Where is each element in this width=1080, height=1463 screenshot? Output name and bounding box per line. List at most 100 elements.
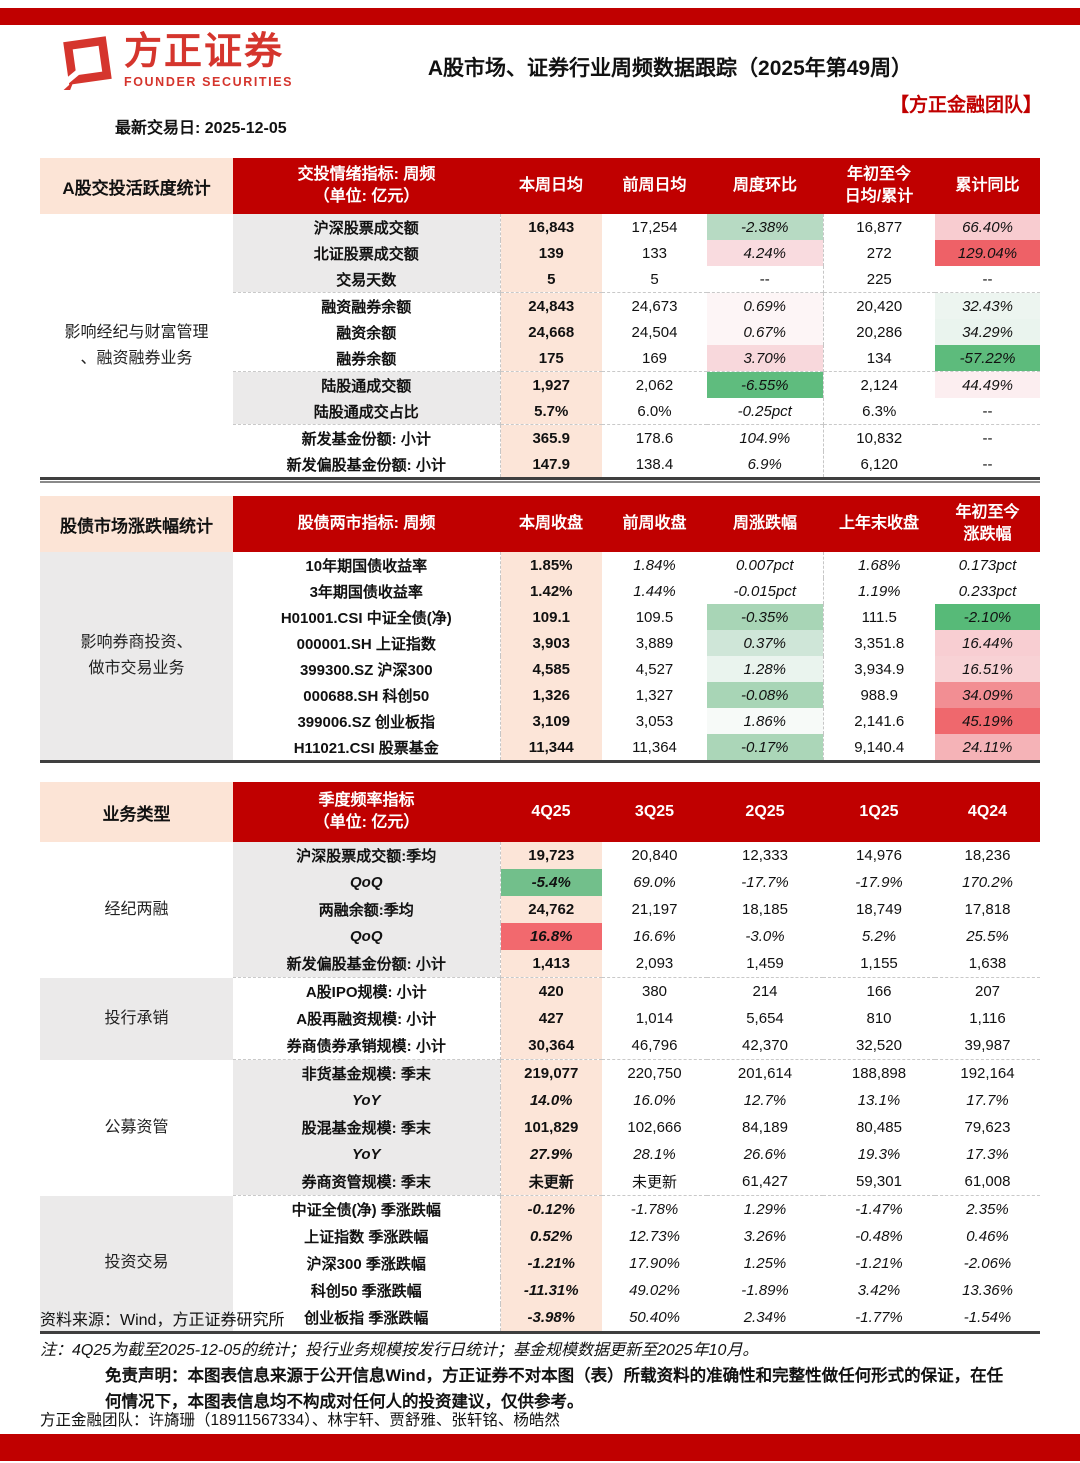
- value-cell: 188,898: [823, 1059, 935, 1087]
- side-row-label: 影响经纪与财富管理 、融资融券业务: [40, 214, 233, 479]
- indicator-name: 新发偏股基金份额: 小计: [233, 451, 500, 479]
- header-row: 股债市场涨跌幅统计 股债两市指标: 周频 本周收盘 前周收盘 周涨跌幅 上年末收盘 年初至今…: [40, 496, 1040, 552]
- header-row: A股交投活跃度统计 交投情绪指标: 周频 （单位: 亿元） 本周日均 前周日均 周度环比…: [40, 158, 1040, 214]
- indicator-name: 券商债券承销规模: 小计: [233, 1032, 500, 1060]
- value-cell: -11.31%: [499, 1277, 602, 1304]
- page-title: A股市场、证券行业周频数据跟踪（2025年第49周）: [427, 57, 913, 80]
- table-row: 科创50 季涨跌幅 -11.31% 49.02% -1.89% 3.42% 13.36%: [40, 1277, 1040, 1304]
- value-column-header: 本周日均: [500, 158, 602, 214]
- value-cell: 1,116: [969, 1010, 1006, 1027]
- value-cell: -17.7%: [741, 874, 789, 891]
- table-row: 融券余额 175 169 3.70% 134 -57.22%: [40, 345, 1040, 372]
- data-source-line: 资料来源：Wind，方正证券研究所: [40, 1312, 285, 1329]
- value-column-header: 累计同比: [935, 158, 1040, 214]
- table-row: 投行承销 A股IPO规模: 小计 420 380 214 166 207: [40, 977, 1040, 1060]
- header-row: 业务类型 季度频率指标 （单位: 亿元） 4Q25 3Q25 2Q25 1Q25 4Q24: [40, 782, 1040, 842]
- value-cell: 207: [935, 977, 1040, 1005]
- value-cell: 3,351.8: [822, 630, 935, 656]
- value-column-header: 周度环比: [707, 158, 823, 214]
- value-cell: 3.70%: [707, 345, 823, 372]
- value-cell: 1,014: [635, 1010, 674, 1027]
- value-cell: -0.08%: [707, 682, 823, 708]
- side-row-label: 影响券商投资、 做市交易业务: [40, 552, 233, 762]
- value-column-header: 上年末收盘: [823, 496, 935, 552]
- value-cell: 1,326: [499, 682, 602, 708]
- indicator-name: 股混基金规模: 季末: [233, 1114, 500, 1141]
- value-cell: 24,762: [499, 896, 602, 923]
- value-column-header: 3Q25: [602, 782, 707, 842]
- value-cell: 16.6%: [633, 928, 676, 945]
- value-cell: 1.44%: [633, 582, 676, 600]
- value-cell: 1,413: [499, 950, 602, 978]
- indicator-name: A股再融资规模: 小计: [233, 1005, 500, 1032]
- value-cell: 50.40%: [629, 1309, 680, 1326]
- value-cell: 20,420: [822, 292, 935, 319]
- value-cell: 18,185: [742, 901, 788, 918]
- value-cell: 14,976: [856, 847, 902, 864]
- value-cell: -1.47%: [823, 1195, 935, 1223]
- value-cell: 16.44%: [935, 630, 1040, 656]
- value-column-header: 4Q25: [500, 782, 602, 842]
- indicator-name: YoY: [233, 1141, 500, 1168]
- value-cell: 214: [707, 977, 823, 1005]
- value-cell: 9,140.4: [822, 734, 935, 762]
- value-cell: 16,877: [822, 214, 935, 240]
- table-row: 经纪两融 沪深股票成交额:季均 19,723 20,840 12,333 14,976 18…: [40, 842, 1040, 978]
- value-cell: 39,987: [964, 1037, 1011, 1054]
- table-row: 影响经纪与财富管理 、融资融券业务 沪深股票成交额 16,843 17,254 -2.3…: [40, 214, 1040, 479]
- value-cell: 61,008: [964, 1173, 1011, 1190]
- value-cell: 365.9: [499, 424, 602, 451]
- value-cell: 11,344: [499, 734, 602, 762]
- value-cell: 1.84%: [633, 556, 676, 574]
- value-cell: 17.3%: [966, 1146, 1009, 1163]
- value-cell: 79,623: [964, 1119, 1011, 1136]
- indicator-name: YoY: [233, 1087, 500, 1114]
- value-cell: 44.49%: [935, 371, 1040, 398]
- value-cell: 109.1: [499, 604, 602, 630]
- latest-trade-date: 最新交易日: 2025-12-05: [115, 120, 287, 137]
- value-cell: -17.9%: [855, 874, 903, 891]
- table-row: 影响券商投资、 做市交易业务 10年期国债收益率 1.85% 1.84% 0.007pc…: [40, 552, 1040, 762]
- value-cell: 24,673: [602, 292, 707, 319]
- value-cell: 80,485: [856, 1119, 902, 1136]
- value-cell: 178.6: [602, 424, 707, 451]
- indicator-column-header: 季度频率指标 （单位: 亿元）: [233, 782, 500, 842]
- value-cell: 2.34%: [743, 1309, 787, 1326]
- side-row-label: 经纪两融: [40, 842, 233, 978]
- value-cell: 109.5: [635, 608, 674, 626]
- value-cell: 0.37%: [707, 630, 823, 656]
- table-row: 399300.SZ 沪深300 4,585 4,527 1.28% 3,934.9 16.…: [40, 656, 1040, 682]
- value-cell: 0.233pct: [958, 582, 1017, 600]
- side-row-label: 公募资管: [40, 1059, 233, 1196]
- value-cell: 111.5: [822, 604, 935, 630]
- value-cell: 19,723: [499, 842, 602, 869]
- indicator-name: 沪深股票成交额: [233, 214, 500, 240]
- indicator-name: 融资余额: [233, 319, 500, 345]
- value-cell: 13.1%: [857, 1092, 901, 1109]
- value-cell: 2,124: [822, 371, 935, 398]
- value-cell: 988.9: [822, 682, 935, 708]
- value-column-header: 年初至今 日均/累计: [823, 158, 935, 214]
- value-cell: 12.7%: [743, 1092, 787, 1109]
- value-cell: 225: [822, 266, 935, 293]
- founder-securities-logo: 方正证券 FOUNDER SECURITIES: [58, 32, 293, 91]
- table1-bottom-rule: [40, 481, 1040, 483]
- value-cell: -1.77%: [855, 1309, 903, 1326]
- value-cell: 6.0%: [637, 402, 672, 420]
- table-row: 公募资管 非货基金规模: 季末 219,077 220,750 201,614 188,8…: [40, 1059, 1040, 1196]
- indicator-name: 创业板指 季涨跌幅: [233, 1304, 500, 1333]
- value-cell: -0.48%: [855, 1228, 903, 1245]
- value-cell: 27.9%: [499, 1141, 602, 1168]
- value-cell: 2,093: [635, 955, 674, 972]
- table-row: QoQ 16.8% 16.6% -3.0% 5.2% 25.5%: [40, 923, 1040, 950]
- value-cell: 25.5%: [966, 928, 1009, 945]
- value-cell: 220,750: [602, 1059, 707, 1087]
- value-cell: -3.98%: [499, 1304, 602, 1333]
- value-cell: 2.35%: [935, 1195, 1040, 1223]
- value-cell: 30,364: [499, 1032, 602, 1060]
- value-cell: 11,364: [632, 738, 677, 756]
- value-cell: 0.69%: [707, 292, 823, 319]
- value-cell: 84,189: [742, 1119, 788, 1136]
- value-column-header: 本周收盘: [500, 496, 602, 552]
- indicator-name: 399300.SZ 沪深300: [233, 656, 500, 682]
